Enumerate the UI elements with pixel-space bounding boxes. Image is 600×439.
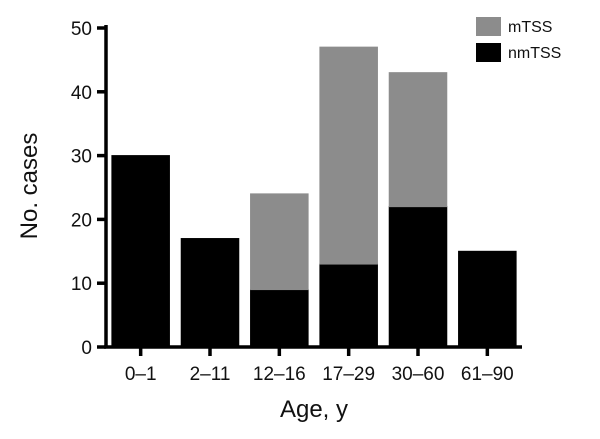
y-tick-label: 20	[71, 210, 92, 231]
y-tick-label: 40	[71, 83, 92, 104]
x-tick-label: 17–29	[322, 364, 375, 385]
x-axis-ticks: 0–1 2–11 12–16 17–29 30–60 61–90	[125, 347, 514, 385]
legend: mTSS nmTSS	[476, 17, 561, 62]
bar-nmtss-5	[458, 250, 517, 348]
x-tick-label: 61–90	[461, 364, 514, 385]
bars-layer	[111, 46, 517, 348]
legend-swatch-nmtss	[476, 43, 501, 62]
x-tick-label: 12–16	[253, 364, 306, 385]
bar-nmtss-1	[180, 238, 240, 348]
x-axis-title: Age, y	[280, 396, 348, 423]
legend-swatch-mtss	[476, 17, 501, 36]
x-tick-label: 30–60	[392, 364, 445, 385]
x-tick-label: 2–11	[190, 364, 231, 385]
legend-label-nmtss: nmTSS	[508, 45, 561, 62]
bar-nmtss-2	[250, 289, 309, 348]
x-tick-label: 0–1	[125, 364, 157, 385]
bar-nmtss-4	[388, 206, 448, 348]
bar-mtss-4	[388, 72, 448, 208]
y-tick-label: 50	[71, 19, 92, 40]
legend-label-mtss: mTSS	[508, 19, 552, 36]
y-tick-label: 0	[81, 338, 92, 359]
y-axis-ticks: 0 10 20 30 40 50	[71, 19, 106, 359]
bar-nmtss-3	[319, 263, 378, 348]
bar-mtss-2	[250, 193, 309, 291]
y-tick-label: 30	[71, 147, 92, 168]
y-axis-title: No. cases	[16, 133, 43, 240]
bar-mtss-3	[319, 46, 378, 265]
bar-nmtss-0	[111, 155, 170, 348]
y-tick-label: 10	[71, 274, 92, 295]
